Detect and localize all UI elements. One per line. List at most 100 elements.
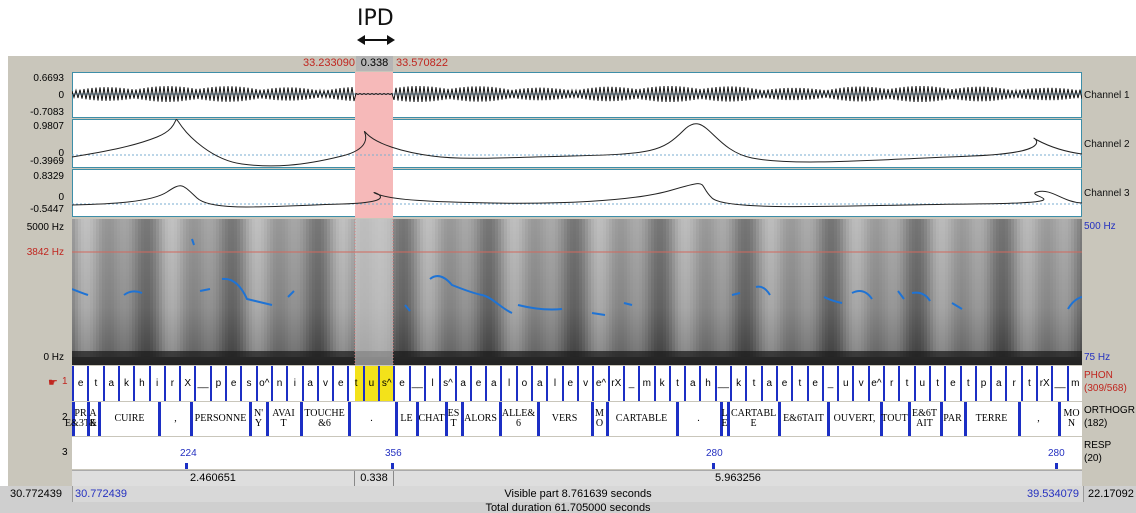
phon-interval[interactable]: e — [393, 366, 408, 401]
orthogr-interval[interactable]: CUIRE — [98, 402, 158, 436]
phon-interval[interactable]: l — [423, 366, 439, 401]
orthogr-interval[interactable]: E&6TAIT — [778, 402, 826, 436]
phon-interval[interactable]: rX — [1036, 366, 1051, 401]
phon-interval[interactable]: a — [485, 366, 500, 401]
phon-interval[interactable]: e — [775, 366, 791, 401]
phon-interval[interactable]: m — [638, 366, 653, 401]
orthogr-interval[interactable]: ALLE& 6 — [499, 402, 535, 436]
phon-interval[interactable]: l — [546, 366, 561, 401]
orthogr-interval[interactable]: PAR — [940, 402, 962, 436]
phon-interval[interactable]: _ — [622, 366, 638, 401]
phon-interval[interactable]: a — [454, 366, 470, 401]
selection-length[interactable]: 0.338 — [356, 56, 393, 71]
orthogr-interval[interactable]: TOUT — [880, 402, 908, 436]
phon-interval[interactable]: t — [898, 366, 913, 401]
orthogr-interval[interactable]: OUVERT, — [827, 402, 879, 436]
phon-interval[interactable]: a — [684, 366, 699, 401]
phon-interval[interactable]: e — [332, 366, 347, 401]
orthogr-interval[interactable]: , — [1018, 402, 1056, 436]
phon-interval[interactable]: X — [179, 366, 194, 401]
phon-interval[interactable]: t — [928, 366, 944, 401]
phon-interval[interactable]: s^ — [439, 366, 454, 401]
phon-interval[interactable]: v — [316, 366, 332, 401]
orthogr-interval[interactable]: AVAI T — [266, 402, 298, 436]
segment-after[interactable]: 5.963256 — [715, 472, 761, 484]
phon-interval[interactable]: h — [699, 366, 714, 401]
phon-interval[interactable]: a — [760, 366, 776, 401]
phon-interval[interactable]: r — [163, 366, 179, 401]
phon-interval[interactable]: _ — [821, 366, 837, 401]
phon-interval[interactable]: a — [531, 366, 546, 401]
phon-interval[interactable]: e — [561, 366, 577, 401]
phon-interval[interactable]: __ — [1051, 366, 1066, 401]
segment-selected[interactable]: 0.338 — [355, 471, 394, 486]
selected-interval[interactable] — [355, 366, 393, 401]
phon-interval[interactable]: k — [653, 366, 669, 401]
orthogr-interval[interactable]: , — [158, 402, 190, 436]
phon-interval[interactable]: e — [806, 366, 822, 401]
phon-interval[interactable]: e — [225, 366, 240, 401]
phon-interval[interactable]: n — [270, 366, 286, 401]
orthogr-interval[interactable]: VERS — [537, 402, 589, 436]
phon-interval[interactable]: r — [1005, 366, 1020, 401]
phon-interval[interactable]: l — [500, 366, 515, 401]
phon-interval[interactable]: a — [102, 366, 118, 401]
phon-interval[interactable]: m — [1066, 366, 1082, 401]
phon-interval[interactable]: e — [72, 366, 87, 401]
phon-interval[interactable]: p — [974, 366, 990, 401]
phon-interval[interactable]: e^ — [867, 366, 883, 401]
orthogr-interval[interactable]: CHAT — [416, 402, 445, 436]
phon-interval[interactable]: t — [791, 366, 806, 401]
orthogr-interval[interactable]: . — [676, 402, 718, 436]
orthogr-interval[interactable]: TERRE — [964, 402, 1016, 436]
phon-interval[interactable]: o — [515, 366, 531, 401]
phon-interval[interactable]: v — [852, 366, 867, 401]
orthogr-interval[interactable]: . — [348, 402, 392, 436]
phon-interval[interactable]: __ — [714, 366, 730, 401]
phon-interval[interactable]: t — [347, 366, 362, 401]
phon-interval[interactable]: s — [240, 366, 255, 401]
phon-interval[interactable]: v — [577, 366, 592, 401]
orthogr-interval[interactable]: MO N — [1058, 402, 1082, 436]
left-hidden-duration[interactable]: 30.772439 — [10, 488, 62, 500]
phon-interval[interactable]: o^ — [255, 366, 271, 401]
phon-interval[interactable]: u — [837, 366, 852, 401]
phon-interval[interactable]: u — [913, 366, 929, 401]
phon-interval[interactable]: t — [959, 366, 975, 401]
phon-interval[interactable]: k — [730, 366, 745, 401]
phon-interval[interactable]: a — [990, 366, 1005, 401]
orthogr-interval[interactable]: L E — [720, 402, 728, 436]
channel-2-panel[interactable] — [72, 119, 1082, 168]
resp-tier[interactable]: 224 356 280 280 — [72, 437, 1082, 469]
phon-interval[interactable]: i — [148, 366, 164, 401]
phon-interval[interactable]: k — [117, 366, 133, 401]
phon-interval[interactable]: t — [668, 366, 684, 401]
phon-interval[interactable]: rX — [607, 366, 623, 401]
total-duration[interactable]: Total duration 61.705000 seconds — [0, 502, 1136, 513]
orthogr-interval[interactable]: CARTABL E — [727, 402, 777, 436]
orthogr-interval[interactable]: TOUCHE &6 — [300, 402, 346, 436]
orthogr-interval[interactable]: N' Y — [249, 402, 265, 436]
phon-interval[interactable]: r — [883, 366, 898, 401]
phon-tier[interactable]: e t a k h i r X __ p e s o^ n i a v e t u s^ e __ l s^ a e a l o a l e v e… — [72, 366, 1082, 401]
phon-interval[interactable]: p — [209, 366, 225, 401]
orthogr-interval[interactable]: A & — [87, 402, 97, 436]
phon-interval[interactable]: i — [286, 366, 301, 401]
phon-interval[interactable]: u — [362, 366, 378, 401]
phon-interval[interactable]: h — [133, 366, 148, 401]
phon-interval[interactable]: e^ — [592, 366, 607, 401]
visible-window[interactable]: 30.772439 Visible part 8.761639 seconds … — [72, 486, 1084, 502]
orthogr-interval[interactable]: PR E&3TE — [65, 402, 96, 436]
orthogr-interval[interactable]: E&6T AIT — [908, 402, 938, 436]
orthogr-interval[interactable]: PERSONNE — [190, 402, 248, 436]
orthogr-interval[interactable]: M O — [591, 402, 605, 436]
phon-interval[interactable]: e — [944, 366, 959, 401]
segment-before[interactable]: 2.460651 — [72, 471, 355, 486]
orthogr-interval[interactable]: LE — [395, 402, 415, 436]
right-hidden-duration[interactable]: 22.17092 — [1088, 488, 1134, 500]
phon-interval[interactable]: __ — [408, 366, 424, 401]
phon-interval[interactable]: e — [469, 366, 485, 401]
phon-interval[interactable]: t — [87, 366, 102, 401]
phon-interval[interactable]: a — [301, 366, 317, 401]
phon-interval[interactable]: t — [1020, 366, 1036, 401]
